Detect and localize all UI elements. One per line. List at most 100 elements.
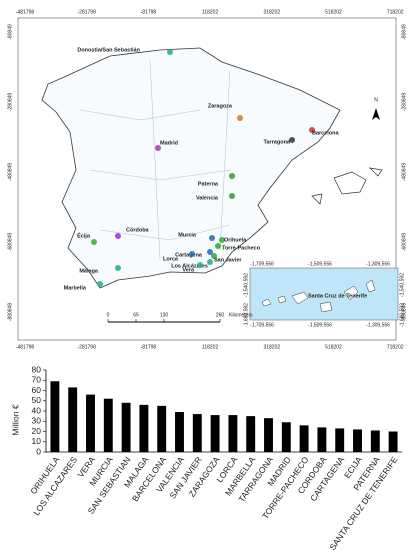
city-marker xyxy=(155,145,161,151)
city-marker xyxy=(97,281,103,287)
inset-y-tick-label: -1,680,592 xyxy=(243,303,249,327)
city-label: Córdoba xyxy=(126,227,150,233)
city-marker xyxy=(91,239,97,245)
y-tick-label: 20 xyxy=(32,426,42,436)
city-label: Donostia/San Sebastián xyxy=(77,47,140,53)
map-x-tick-label: -281798 xyxy=(78,9,97,15)
map-y-tick-label: -280849 xyxy=(401,93,407,112)
y-tick-label: 60 xyxy=(32,385,42,395)
map-x-tick-label: -481798 xyxy=(16,344,35,350)
city-label: Vera xyxy=(182,267,195,273)
bar xyxy=(192,414,202,452)
inset-label: Santa Cruz de Tenerife xyxy=(308,293,367,299)
balearic-islands xyxy=(311,167,383,205)
map-y-tick-label: -480849 xyxy=(7,163,13,182)
y-tick-label: 30 xyxy=(32,416,42,426)
city-marker xyxy=(207,259,213,265)
city-label: Barcelona xyxy=(312,130,340,136)
bar xyxy=(246,416,256,452)
bar xyxy=(50,381,60,452)
city-marker xyxy=(189,251,195,257)
bar xyxy=(228,415,238,452)
map-x-tick-label: 118202 xyxy=(202,344,219,350)
bar xyxy=(86,394,95,452)
city-label: Marbella xyxy=(64,285,87,291)
north-label: N xyxy=(374,97,378,103)
map-y-tick-label: -280849 xyxy=(7,93,13,112)
y-tick-label: 80 xyxy=(32,364,42,374)
city-marker xyxy=(209,235,215,241)
city-marker xyxy=(197,262,203,268)
map-y-tick-label: -80849 xyxy=(401,24,407,40)
y-tick-label: 50 xyxy=(32,395,42,405)
inset-x-tick-label: -1,709,556 xyxy=(250,322,274,328)
city-marker xyxy=(219,237,225,243)
map-x-tick-label: -281798 xyxy=(78,344,97,350)
city-marker xyxy=(229,173,235,179)
city-label: Málaga xyxy=(79,268,99,274)
inset-y-tick-label: -1,680,592 xyxy=(399,303,405,327)
y-tick-label: 0 xyxy=(36,446,41,456)
bar xyxy=(103,398,113,452)
city-label: Los Alcázares xyxy=(171,263,208,269)
bar xyxy=(210,415,220,452)
inset-x-tick-label: -1,309,556 xyxy=(366,322,390,328)
map-y-tick-label: -680849 xyxy=(401,233,407,252)
city-marker xyxy=(215,243,221,249)
bar xyxy=(299,425,309,452)
y-axis-label: Million € xyxy=(10,404,20,435)
bar xyxy=(264,418,273,452)
city-marker xyxy=(211,253,217,259)
city-marker xyxy=(115,233,121,239)
inset-x-tick-label: -1,709,556 xyxy=(250,261,274,267)
city-marker xyxy=(289,137,295,143)
bar xyxy=(388,431,398,452)
city-label: Cartagena xyxy=(175,252,203,258)
bar xyxy=(370,430,380,452)
scale-label: 260 xyxy=(216,312,225,318)
city-marker xyxy=(229,193,235,199)
bar xyxy=(281,422,291,452)
city-label: Orihuela xyxy=(224,237,247,243)
city-label: Valencia xyxy=(196,195,219,201)
city-marker xyxy=(207,249,213,255)
bar xyxy=(139,404,149,452)
map-x-tick-label: 518202 xyxy=(325,9,342,15)
y-tick-label: 10 xyxy=(32,436,42,446)
city-marker xyxy=(309,127,315,133)
city-label: San Javier xyxy=(214,257,242,263)
city-marker xyxy=(167,49,173,55)
map-x-tick-label: -81798 xyxy=(141,9,157,15)
inset-x-tick-label: -1,509,556 xyxy=(308,322,332,328)
canary-islands xyxy=(261,279,376,313)
map-x-tick-label: 518202 xyxy=(325,344,342,350)
y-tick-label: 70 xyxy=(32,375,42,385)
city-label: Zaragoza xyxy=(208,103,233,109)
scale-unit: Kilometers xyxy=(229,312,253,318)
map-y-tick-label: -80849 xyxy=(7,24,13,40)
rivers xyxy=(79,59,231,261)
bar xyxy=(317,427,327,452)
map-x-tick-label: 318202 xyxy=(263,9,280,15)
map-y-tick-label: -480849 xyxy=(401,163,407,182)
north-arrow xyxy=(372,108,380,120)
scale-label: 0 xyxy=(107,312,110,318)
city-marker xyxy=(237,115,243,121)
bar xyxy=(335,428,345,452)
y-tick-label: 40 xyxy=(32,405,42,415)
scale-label: 65 xyxy=(133,312,139,318)
inset-y-tick-label: -1,540,592 xyxy=(243,273,249,297)
city-label: Murcia xyxy=(178,232,197,238)
spain-outline xyxy=(41,47,341,289)
bar xyxy=(68,387,78,452)
map-x-tick-label: -81798 xyxy=(141,344,157,350)
city-label: Torre-Pacheco xyxy=(222,245,261,251)
bar xyxy=(157,405,167,452)
city-label: Écija xyxy=(77,231,91,239)
city-label: Paterna xyxy=(198,181,219,187)
city-label: Madrid xyxy=(160,140,178,146)
map-x-tick-label: -481798 xyxy=(16,9,35,15)
inset-x-tick-label: -1,509,556 xyxy=(308,261,332,267)
map-x-tick-label: 718202 xyxy=(387,9,404,15)
